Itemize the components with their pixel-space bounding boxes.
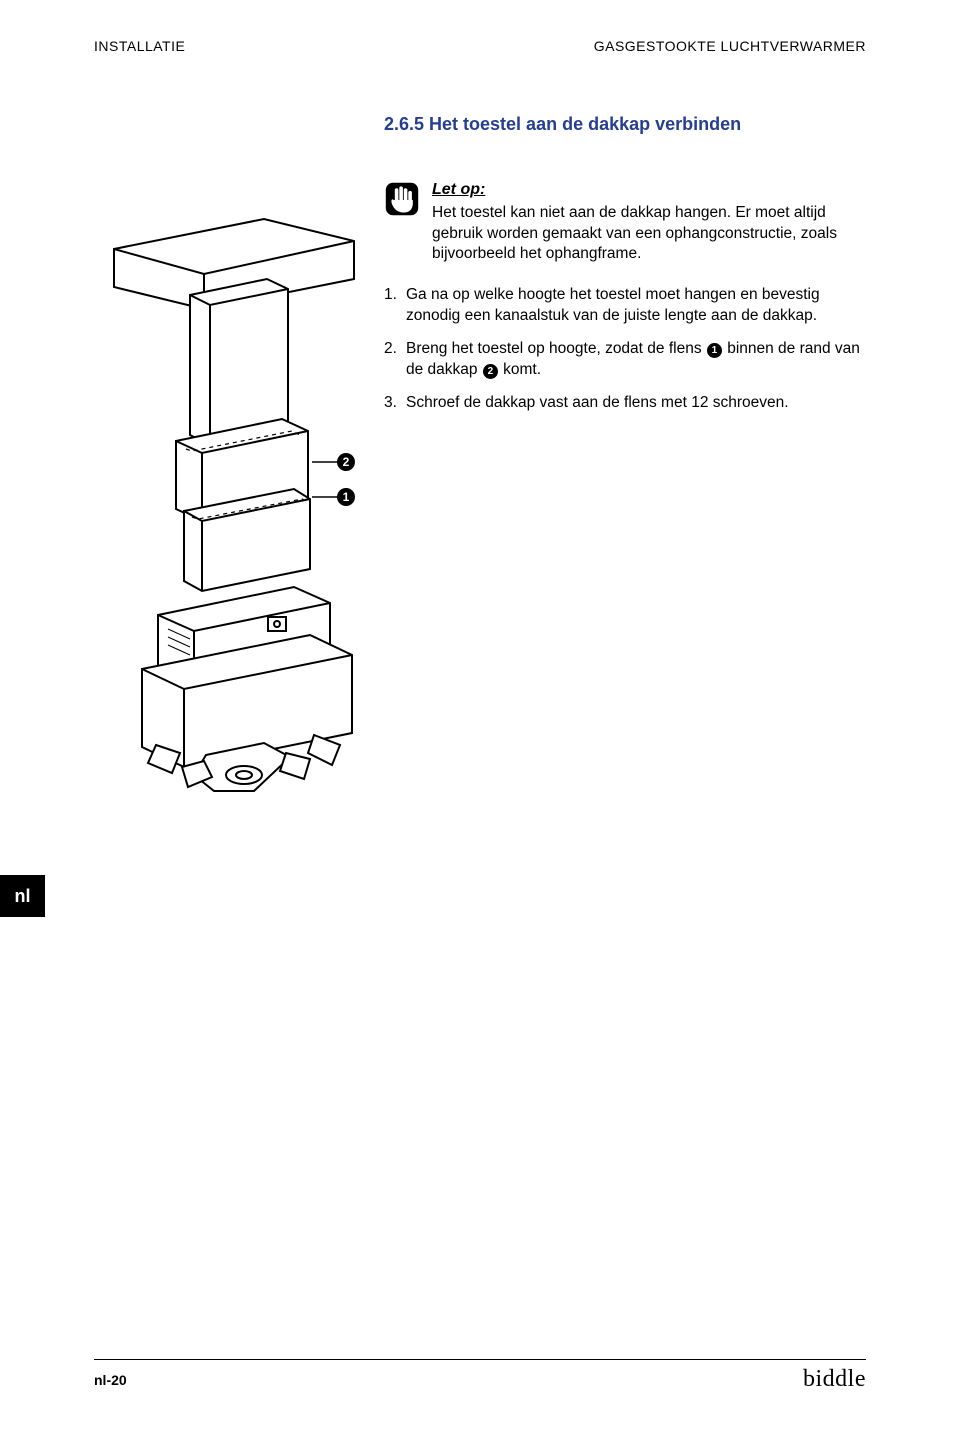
ref-2: 2	[483, 364, 498, 379]
caution-body: Het toestel kan niet aan de dakkap hange…	[432, 203, 866, 266]
caution-block: Let op: Het toestel kan niet aan de dakk…	[384, 179, 866, 265]
step-text: Breng het toestel op hoogte, zodat de fl…	[406, 339, 866, 381]
assembly-diagram: 2 1	[94, 179, 384, 819]
page: INSTALLATIE GASGESTOOKTE LUCHTVERWARMER …	[0, 0, 960, 1433]
header-left: INSTALLATIE	[94, 38, 185, 54]
hand-stop-icon	[384, 181, 420, 217]
page-footer: nl-20 biddle	[94, 1359, 866, 1393]
figure-column: 2 1	[94, 179, 384, 824]
step-2: 2. Breng het toestel op hoogte, zodat de…	[384, 339, 866, 381]
content-row: 2 1	[94, 179, 866, 824]
step-num: 2.	[384, 339, 406, 381]
step-num: 1.	[384, 285, 406, 327]
footer-rule	[94, 1359, 866, 1360]
step-text: Schroef de dakkap vast aan de flens met …	[406, 393, 866, 414]
section-title: 2.6.5 Het toestel aan de dakkap verbinde…	[384, 114, 866, 135]
steps-list: 1. Ga na op welke hoogte het toestel moe…	[384, 285, 866, 414]
step-text: Ga na op welke hoogte het toestel moet h…	[406, 285, 866, 327]
ref-1: 1	[707, 343, 722, 358]
language-tab: nl	[0, 875, 45, 917]
brand-logo: biddle	[803, 1366, 866, 1393]
page-header: INSTALLATIE GASGESTOOKTE LUCHTVERWARMER	[94, 38, 866, 54]
page-number: nl-20	[94, 1372, 127, 1388]
text-column: Let op: Het toestel kan niet aan de dakk…	[384, 179, 866, 426]
step-3: 3. Schroef de dakkap vast aan de flens m…	[384, 393, 866, 414]
callout-2: 2	[343, 455, 350, 469]
header-right: GASGESTOOKTE LUCHTVERWARMER	[594, 38, 866, 54]
step-1: 1. Ga na op welke hoogte het toestel moe…	[384, 285, 866, 327]
caution-text: Let op: Het toestel kan niet aan de dakk…	[432, 179, 866, 265]
callout-1: 1	[343, 490, 350, 504]
caution-heading: Let op:	[432, 179, 866, 201]
step-num: 3.	[384, 393, 406, 414]
